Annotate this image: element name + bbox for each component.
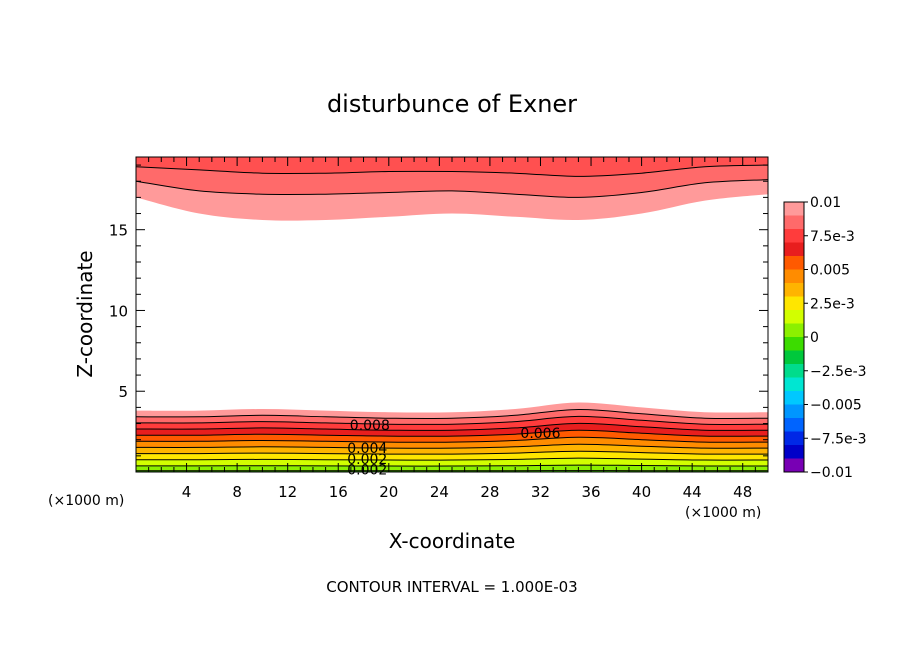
x-tick-label: 4 [182,483,192,501]
y-tick-label: 10 [109,302,128,320]
bottom-contour-line [135,415,769,425]
y-tick-label: 15 [109,222,128,240]
x-tick-label: 8 [232,483,242,501]
bottom-contour-line [135,436,769,443]
y-axis-ticks: 5 10 15 [109,164,768,457]
top-contour-line [135,179,769,198]
x-unit-left: (×1000 m) [48,493,124,509]
chart-title: disturbunce of Exner [327,90,577,118]
colorbar-swatch [784,350,804,365]
x-tick-label: 12 [278,483,297,501]
contour-label: 0.002 [347,452,387,468]
x-tick-label: 24 [430,483,449,501]
colorbar-label: −2.5e-3 [810,364,867,380]
bottom-contour-line [135,457,769,461]
x-tick-label: 28 [480,483,499,501]
x-unit-right: (×1000 m) [685,505,761,521]
y-tick-label: 5 [118,383,128,401]
contour-lines [135,164,769,472]
colorbar-label: 0 [810,330,819,346]
contour-label: 0.006 [520,426,560,442]
top-contour-line [135,164,769,177]
colorbar-swatch [784,283,804,297]
colorbar-swatch [784,202,804,216]
colorbar-swatch [784,215,804,230]
colorbar-swatch [784,229,804,243]
colorbar-label: 0.005 [810,263,850,279]
colorbar-swatch [784,242,804,257]
colorbar-label: −0.005 [810,398,862,414]
contour-fills [136,157,768,472]
x-tick-label: 16 [329,483,348,501]
bottom-contour-line [135,422,769,431]
colorbar-label: 7.5e-3 [810,229,855,245]
colorbar-label: −7.5e-3 [810,431,867,447]
colorbar-swatch [784,377,804,392]
bottom-contour-line [135,429,769,437]
contour-label: 0.004 [347,441,387,457]
colorbar-swatch [784,296,804,311]
contour-label: 0.002 [347,463,387,479]
top-band-fill [136,157,768,177]
x-axis-ticks: 4 8 12 16 20 24 28 32 36 40 44 48 [148,157,756,501]
y-axis-label: Z-coordinate [73,250,97,377]
bottom-contour-line [136,464,769,467]
contour-interval-note: CONTOUR INTERVAL = 1.000E-03 [326,578,577,596]
colorbar-swatch [784,431,804,446]
colorbar-label: −0.01 [810,465,853,481]
colorbar-label: 2.5e-3 [810,296,855,312]
colorbar-swatch [784,364,804,378]
x-axis-label: X-coordinate [389,529,516,553]
bottom-contour-line [135,443,769,449]
contour-label: 0.008 [350,418,390,434]
colorbar-swatch [784,323,804,338]
x-tick-label: 20 [379,483,398,501]
colorbar-swatch [784,418,804,432]
colorbar: 0.01 7.5e-3 0.005 2.5e-3 0 −2.5e-3 −0.005 −7.5e… [783,195,867,481]
x-tick-label: 32 [531,483,550,501]
colorbar-swatch [784,256,804,270]
x-tick-label: 44 [683,483,702,501]
colorbar-swatch [784,458,804,473]
colorbar-swatch [784,404,804,419]
colorbar-swatch [784,269,804,284]
x-tick-label: 36 [581,483,600,501]
bottom-contour-line [135,450,769,455]
colorbar-swatch [784,337,804,351]
colorbar-swatch [784,391,804,405]
colorbar-swatch [784,445,804,459]
x-tick-label: 48 [733,483,752,501]
colorbar-label: 0.01 [810,195,841,211]
bottom-contour-line [135,408,769,420]
x-tick-label: 40 [632,483,651,501]
colorbar-swatch [784,310,804,324]
